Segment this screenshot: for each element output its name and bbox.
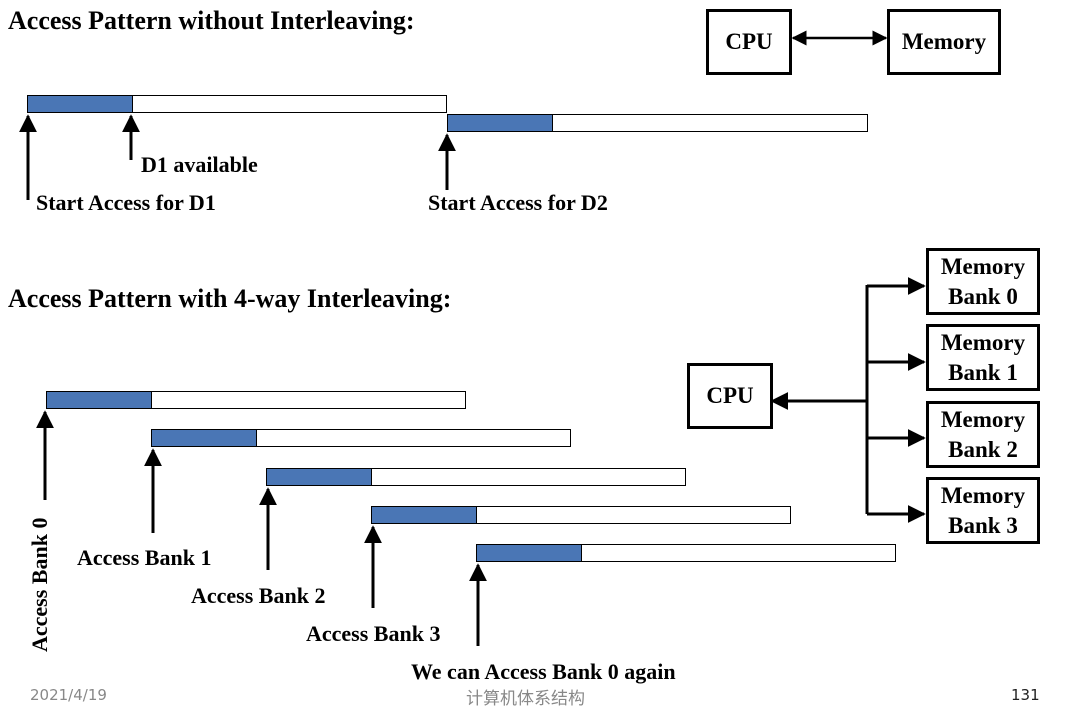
bank-2-line2: Bank 2 xyxy=(948,436,1018,462)
bank-3-line1: Memory xyxy=(940,482,1026,508)
bank2-access-fill xyxy=(267,469,372,485)
d1-access-bar xyxy=(27,95,447,113)
access-bank0-again-label: We can Access Bank 0 again xyxy=(411,659,676,684)
bank1-access-fill xyxy=(152,430,257,446)
top-cpu-box: CPU xyxy=(706,9,792,75)
start-d2-label: Start Access for D2 xyxy=(428,190,608,215)
top-memory-box: Memory xyxy=(887,9,1001,75)
access-bank3-label: Access Bank 3 xyxy=(306,621,441,646)
bank0-access-bar xyxy=(46,391,466,409)
footer-page-number: 131 xyxy=(1011,686,1040,704)
bank1-access-bar xyxy=(151,429,571,447)
memory-bank-2-box: Memory Bank 2 xyxy=(926,401,1040,468)
bank0-access-fill xyxy=(47,392,152,408)
bank3-access-bar xyxy=(371,506,791,524)
d2-access-bar xyxy=(447,114,868,132)
bank-1-line2: Bank 1 xyxy=(948,359,1018,385)
footer-date: 2021/4/19 xyxy=(30,686,107,704)
access-bank0-label: Access Bank 0 xyxy=(27,517,52,652)
bank-1-line1: Memory xyxy=(940,329,1026,355)
d2-access-fill xyxy=(448,115,553,131)
footer-course: 计算机体系结构 xyxy=(466,689,585,709)
access-bank2-label: Access Bank 2 xyxy=(191,583,326,608)
bank-2-line1: Memory xyxy=(940,406,1026,432)
bottom-cpu-box: CPU xyxy=(687,363,773,429)
memory-bank-1-box: Memory Bank 1 xyxy=(926,324,1040,391)
d1-access-fill xyxy=(28,96,133,112)
bank-0-line1: Memory xyxy=(940,253,1026,279)
memory-bank-0-box: Memory Bank 0 xyxy=(926,248,1040,315)
d1-available-label: D1 available xyxy=(141,152,258,177)
bottom-section-title: Access Pattern with 4-way Interleaving: xyxy=(8,284,452,313)
top-section-title: Access Pattern without Interleaving: xyxy=(8,6,415,35)
memory-bank-3-box: Memory Bank 3 xyxy=(926,477,1040,544)
bank0-again-access-bar xyxy=(476,544,896,562)
bank2-access-bar xyxy=(266,468,686,486)
bank-3-line2: Bank 3 xyxy=(948,512,1018,538)
access-bank1-label: Access Bank 1 xyxy=(77,545,212,570)
start-d1-label: Start Access for D1 xyxy=(36,190,216,215)
bank0-again-access-fill xyxy=(477,545,582,561)
bank3-access-fill xyxy=(372,507,477,523)
bank-0-line2: Bank 0 xyxy=(948,283,1018,309)
